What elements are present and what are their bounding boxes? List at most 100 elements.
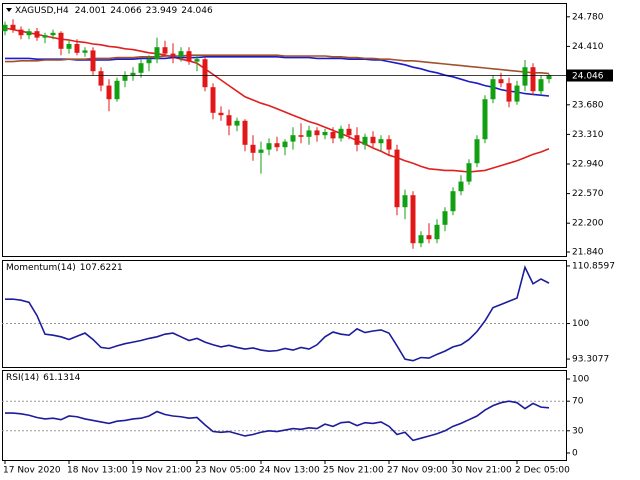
low-value: 23.949 — [146, 6, 178, 16]
candle-body — [130, 72, 136, 76]
candle-body — [234, 120, 240, 126]
candle-body — [442, 211, 448, 225]
x-tick-label: 30 Nov 21:00 — [451, 466, 512, 476]
candle-body — [282, 141, 288, 148]
candle-body — [146, 59, 152, 64]
y-tick-label: 22.570 — [572, 189, 604, 199]
x-tick-label: 23 Nov 05:00 — [195, 466, 256, 476]
y-tick-label: 21.840 — [572, 248, 604, 258]
candle-body — [314, 130, 320, 136]
candle-body — [250, 144, 256, 153]
candle-body — [522, 67, 528, 86]
candle-body — [394, 149, 400, 208]
menu-icon — [6, 8, 12, 12]
candle-body — [306, 130, 312, 137]
y-tick-label: 100 — [572, 319, 589, 329]
rsi-title: RSI(14) — [6, 373, 39, 383]
moving-average — [5, 54, 550, 75]
candle-body — [354, 135, 360, 145]
candle-body — [42, 35, 48, 38]
candle-body — [330, 132, 336, 139]
candle-body — [362, 136, 368, 145]
candle-body — [154, 47, 160, 60]
candle-body — [170, 53, 176, 57]
momentum-header: Momentum(14) 107.6221 — [6, 263, 123, 273]
y-tick-label: 110.8597 — [572, 261, 615, 271]
candle-body — [186, 51, 192, 62]
candle-body — [322, 132, 328, 136]
candle-body — [346, 128, 352, 136]
moving-average — [5, 56, 550, 97]
candle-body — [338, 128, 344, 139]
candle-body — [506, 83, 512, 102]
candle-body — [122, 75, 128, 81]
candle-body — [34, 31, 40, 38]
price-tag — [567, 69, 613, 82]
candle-body — [114, 80, 120, 100]
rsi-value: 61.1314 — [43, 373, 80, 383]
candle-body — [98, 71, 104, 86]
candle-body — [426, 235, 432, 240]
candle-body — [90, 50, 96, 72]
open-value: 24.001 — [75, 6, 107, 16]
candle-body — [218, 112, 224, 116]
y-tick-label: 22.940 — [572, 160, 604, 170]
high-value: 24.066 — [110, 6, 142, 16]
candle-body — [106, 85, 112, 100]
candle-body — [498, 79, 504, 84]
momentum-title: Momentum(14) — [6, 263, 76, 273]
candle-body — [258, 149, 264, 153]
symbol: XAGUSD,H4 — [15, 6, 69, 16]
candle-body — [418, 235, 424, 244]
x-tick-label: 2 Dec 05:00 — [515, 466, 570, 476]
candle-body — [530, 67, 536, 92]
candle-body — [434, 224, 440, 240]
candle-body — [402, 195, 408, 208]
candle-body — [378, 139, 384, 144]
candle-body — [2, 24, 8, 32]
candle-body — [410, 195, 416, 244]
price-tag-label: 24.046 — [572, 72, 604, 82]
close-value: 24.046 — [181, 6, 213, 16]
candle-body — [26, 31, 32, 36]
candle-body — [138, 63, 144, 73]
candle-body — [482, 99, 488, 140]
main-frame — [2, 3, 567, 257]
candle-body — [490, 79, 496, 100]
main-header: XAGUSD,H4 24.001 24.066 23.949 24.046 — [15, 6, 213, 16]
candle-body — [66, 44, 72, 49]
candle-body — [546, 75, 552, 80]
moving-average — [4, 27, 550, 173]
candle-body — [458, 181, 464, 192]
x-tick-label: 27 Nov 09:00 — [387, 466, 448, 476]
x-tick-label: 17 Nov 2020 — [3, 466, 61, 476]
candle-body — [386, 139, 392, 150]
y-tick-label: 23.310 — [572, 130, 604, 140]
candle-body — [370, 136, 376, 144]
candle-body — [474, 139, 480, 164]
candle-body — [58, 32, 64, 49]
y-tick-label: 93.3077 — [572, 355, 609, 365]
rsi-header: RSI(14) 61.1314 — [6, 373, 81, 383]
candle-body — [178, 51, 184, 57]
y-tick-label: 100 — [572, 375, 589, 385]
x-tick-label: 19 Nov 21:00 — [131, 466, 192, 476]
y-tick-label: 70 — [572, 397, 584, 407]
candle-body — [210, 87, 216, 113]
candle-body — [50, 32, 56, 36]
candle-body — [274, 143, 280, 148]
y-tick-label: 0 — [572, 448, 578, 458]
candle-body — [242, 120, 248, 145]
y-tick-label: 30 — [572, 426, 584, 436]
candle-body — [162, 47, 168, 54]
x-tick-label: 24 Nov 13:00 — [259, 466, 320, 476]
candle-body — [514, 85, 520, 102]
rsi-frame — [2, 370, 567, 461]
candle-body — [466, 163, 472, 182]
y-tick-label: 23.680 — [572, 100, 604, 110]
y-tick-label: 24.780 — [572, 12, 604, 22]
x-tick-label: 18 Nov 13:00 — [67, 466, 128, 476]
x-tick-label: 25 Nov 21:00 — [323, 466, 384, 476]
y-tick-label: 24.410 — [572, 42, 604, 52]
